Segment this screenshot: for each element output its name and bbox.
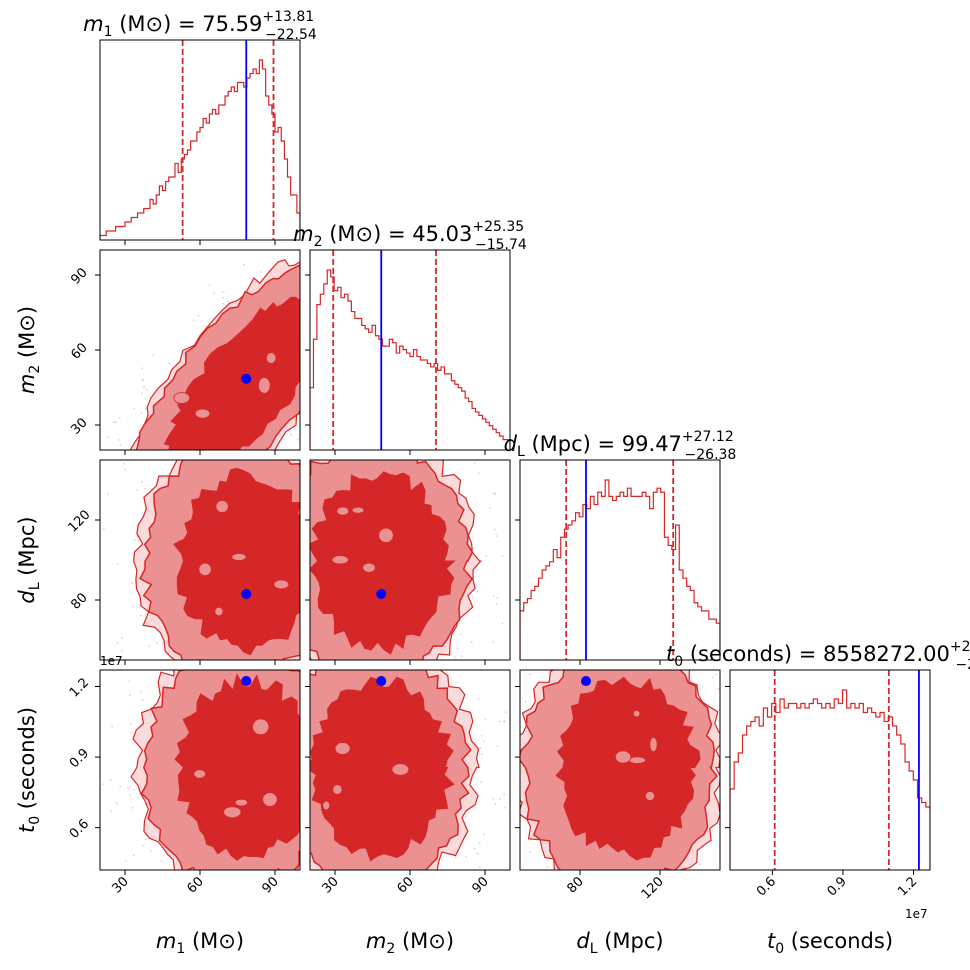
contour-inner (310, 676, 455, 862)
y-tick-label: 60 (68, 340, 90, 362)
x-tick-label: 90 (470, 874, 492, 896)
histogram-t0 (730, 689, 930, 870)
y-tick-label: 120 (65, 507, 93, 535)
contour-inner (310, 471, 456, 655)
y-tick-label: 0.6 (67, 817, 92, 842)
panel-frame (309, 249, 511, 451)
contour-inner (555, 676, 701, 861)
density-panel-t0-vs-m1 (99, 669, 301, 871)
x-tick-label: 30 (110, 874, 132, 896)
hist-panel-m1: m1 (M⊙) = 75.59+13.81 −22.54 (83, 9, 317, 241)
x-tick-label: 120 (639, 874, 667, 902)
x-tick-label: 60 (185, 874, 207, 896)
density-panel-t0-vs-m2 (309, 669, 511, 871)
x-tick-label: 30 (320, 874, 342, 896)
density-panel-dL-vs-m2 (309, 459, 511, 661)
panel-frame (519, 669, 721, 871)
hist-panel-dL: dL (Mpc) = 99.47+27.12 −26.38 (504, 429, 737, 661)
x-axis-label-m1: m1 (M⊙) (156, 929, 244, 957)
x-tick-label: 1.2 (895, 874, 920, 899)
contour-inner (173, 467, 300, 656)
panel-frame (729, 669, 931, 871)
x-axis-label-m2: m2 (M⊙) (366, 929, 454, 957)
x-axis-label-t0: t0 (seconds) (767, 929, 893, 957)
density-panel-dL-vs-m1 (99, 459, 301, 661)
title-t0: t0 (seconds) = 8558272.00+239−245 (666, 639, 970, 673)
title-m2: m2 (M⊙) = 45.03+25.35 −15.74 (293, 219, 527, 253)
x-tick-label: 90 (260, 874, 282, 896)
y-tick-label: 90 (68, 265, 90, 287)
y-offset-label: 1e7 (100, 654, 123, 668)
x-tick-label: 80 (565, 874, 587, 896)
title-dL: dL (Mpc) = 99.47+27.12 −26.38 (504, 429, 737, 463)
injection-marker (241, 676, 252, 687)
y-tick-label: 1.2 (67, 675, 92, 700)
histogram-dL (520, 479, 720, 660)
injection-marker (581, 676, 591, 687)
y-tick-label: 80 (68, 590, 90, 612)
x-tick-label: 0.6 (754, 874, 779, 899)
density-panel-t0-vs-dL (519, 669, 721, 871)
y-tick-label: 30 (68, 415, 90, 437)
y-axis-label-m2: m2 (M⊙) (15, 306, 43, 394)
x-offset-label: 1e7 (905, 907, 928, 921)
y-tick-label: 0.9 (67, 746, 92, 771)
hist-panel-t0: t0 (seconds) = 8558272.00+239−245 (666, 639, 970, 871)
contour-inner (174, 673, 300, 861)
y-axis-label-t0: t0 (seconds) (15, 707, 43, 833)
histogram-m1 (100, 59, 300, 240)
panel-frame (99, 39, 301, 241)
histogram-m2 (310, 269, 510, 450)
x-axis-label-dL: dL (Mpc) (576, 929, 663, 957)
hist-panel-m2: m2 (M⊙) = 45.03+25.35 −15.74 (293, 219, 527, 451)
injection-marker (376, 676, 387, 687)
x-tick-label: 60 (395, 874, 417, 896)
injection-marker (241, 373, 252, 384)
y-axis-label-dL: dL (Mpc) (15, 516, 43, 603)
x-tick-label: 0.9 (825, 874, 850, 899)
title-m1: m1 (M⊙) = 75.59+13.81 −22.54 (83, 9, 317, 43)
panel-frame (519, 459, 721, 661)
injection-marker (241, 589, 252, 599)
injection-marker (376, 589, 387, 599)
